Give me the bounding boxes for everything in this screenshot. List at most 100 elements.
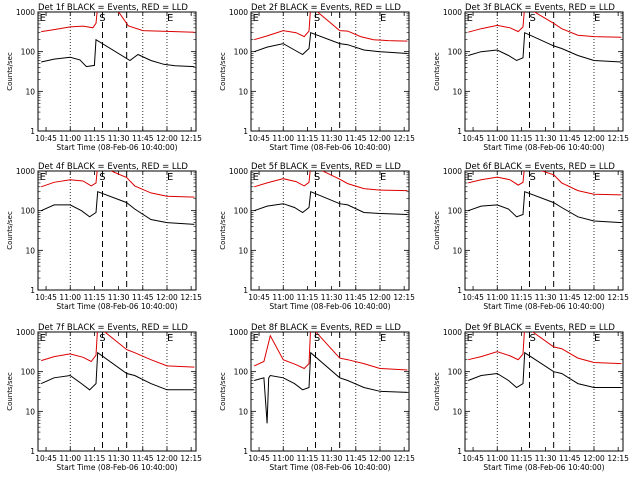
panel-title: Det 5f BLACK = Events, RED = LLD — [251, 162, 401, 172]
series-line-events — [468, 190, 622, 224]
y-tick-label: 100 — [234, 48, 249, 57]
x-tick-label: 12:00 — [156, 293, 178, 302]
series-line-lld — [41, 171, 195, 198]
x-tick-label: 11:45 — [559, 293, 581, 302]
panel-title: Det 4f BLACK = Events, RED = LLD — [38, 162, 188, 172]
marker-label: S — [99, 172, 105, 183]
x-tick-label: 11:30 — [108, 293, 130, 302]
panel-2: Det 2f BLACK = Events, RED = LLD 1 10 100 10… — [219, 3, 415, 152]
plot-frame — [464, 331, 624, 452]
x-tick-label: 12:15 — [607, 454, 629, 463]
y-tick-label: 1 — [457, 127, 462, 136]
plot-frame — [37, 11, 197, 132]
panel-title: Det 1f BLACK = Events, RED = LLD — [38, 3, 188, 13]
marker-label: E — [594, 13, 600, 24]
x-tick-label: 10:45 — [462, 454, 484, 463]
x-tick-label: 11:15 — [511, 134, 533, 143]
panel-1: Det 1f BLACK = Events, RED = LLD 1 10 100 10… — [6, 3, 202, 152]
y-tick-label: 1 — [457, 286, 462, 295]
series-line-lld — [254, 171, 408, 192]
panel-6: Det 6f BLACK = Events, RED = LLD 1 10 100 10… — [433, 162, 629, 311]
y-axis-label: Counts/sec — [433, 52, 441, 91]
y-tick-label: 100 — [21, 368, 36, 377]
x-tick-label: 10:45 — [35, 293, 57, 302]
y-tick-label: 1000 — [229, 8, 248, 17]
y-axis-label: Counts/sec — [219, 372, 227, 411]
y-axis-label: Counts/sec — [219, 211, 227, 250]
x-tick-label: 11:15 — [297, 293, 319, 302]
y-axis-label: Counts/sec — [433, 372, 441, 411]
marker-label: E — [380, 13, 386, 24]
x-tick-label: 11:00 — [272, 454, 294, 463]
y-tick-label: 1 — [30, 127, 35, 136]
marker-label: S — [99, 13, 105, 24]
x-tick-label: 11:15 — [84, 134, 106, 143]
y-tick-label: 100 — [234, 207, 249, 216]
x-tick-label: 12:15 — [180, 134, 202, 143]
x-tick-label: 11:15 — [84, 454, 106, 463]
y-tick-label: 100 — [448, 207, 463, 216]
series-line-events — [468, 31, 622, 63]
y-tick-label: 1000 — [16, 8, 35, 17]
x-tick-label: 12:00 — [369, 293, 391, 302]
series-line-events — [41, 38, 195, 68]
marker-label: S — [314, 13, 320, 24]
y-tick-label: 1000 — [229, 167, 248, 176]
x-tick-label: 11:30 — [108, 454, 130, 463]
plot-frame — [464, 170, 624, 291]
x-tick-label: 12:00 — [156, 454, 178, 463]
x-tick-label: 10:45 — [35, 454, 57, 463]
x-axis-label: Start Time (08-Feb-06 10:40:00) — [483, 143, 604, 152]
y-tick-label: 10 — [238, 87, 248, 96]
x-tick-label: 11:45 — [132, 134, 154, 143]
plot-frame — [37, 331, 197, 452]
y-tick-label: 10 — [452, 246, 462, 255]
x-tick-label: 11:45 — [345, 454, 367, 463]
x-tick-label: 11:00 — [486, 293, 508, 302]
panel-title: Det 7f BLACK = Events, RED = LLD — [38, 323, 188, 333]
x-tick-label: 11:45 — [559, 454, 581, 463]
x-tick-label: 11:00 — [272, 293, 294, 302]
marker-label: E — [467, 172, 473, 183]
x-tick-label: 11:45 — [132, 293, 154, 302]
series-line-events — [254, 351, 408, 424]
x-tick-label: 11:45 — [345, 293, 367, 302]
y-axis-label: Counts/sec — [6, 211, 14, 250]
plot-frame — [250, 331, 410, 452]
x-tick-label: 11:30 — [108, 134, 130, 143]
panel-3: Det 3f BLACK = Events, RED = LLD 1 10 100 10… — [433, 3, 629, 152]
series-line-lld — [41, 12, 195, 33]
x-tick-label: 11:45 — [559, 134, 581, 143]
marker-label: E — [467, 333, 473, 344]
y-tick-label: 10 — [25, 87, 35, 96]
y-tick-label: 1 — [30, 447, 35, 456]
marker-label: E — [167, 333, 173, 344]
x-tick-label: 11:00 — [59, 293, 81, 302]
marker-label: E — [467, 13, 473, 24]
marker-label: E — [253, 13, 259, 24]
series-line-events — [40, 351, 195, 391]
marker-label: E — [40, 333, 46, 344]
x-tick-label: 11:30 — [535, 454, 557, 463]
y-tick-label: 1 — [30, 286, 35, 295]
panel-9: Det 9f BLACK = Events, RED = LLD 1 10 100 10… — [433, 323, 629, 472]
x-axis-label: Start Time (08-Feb-06 10:40:00) — [269, 463, 390, 472]
marker-label: E — [380, 333, 386, 344]
x-tick-label: 11:45 — [345, 134, 367, 143]
x-tick-label: 12:15 — [393, 454, 415, 463]
y-tick-label: 1 — [243, 447, 248, 456]
y-tick-label: 10 — [452, 87, 462, 96]
plot-frame — [37, 170, 197, 291]
panel-title: Det 9f BLACK = Events, RED = LLD — [465, 323, 615, 333]
marker-label: S — [530, 172, 536, 183]
marker-label: S — [314, 333, 320, 344]
marker-label: E — [380, 172, 386, 183]
plot-frame — [250, 11, 410, 132]
x-axis-label: Start Time (08-Feb-06 10:40:00) — [56, 463, 177, 472]
x-axis-label: Start Time (08-Feb-06 10:40:00) — [483, 463, 604, 472]
x-tick-label: 11:30 — [535, 293, 557, 302]
marker-label: S — [314, 172, 320, 183]
x-tick-label: 10:45 — [248, 454, 270, 463]
y-tick-label: 1000 — [443, 328, 462, 337]
x-tick-label: 12:15 — [393, 293, 415, 302]
